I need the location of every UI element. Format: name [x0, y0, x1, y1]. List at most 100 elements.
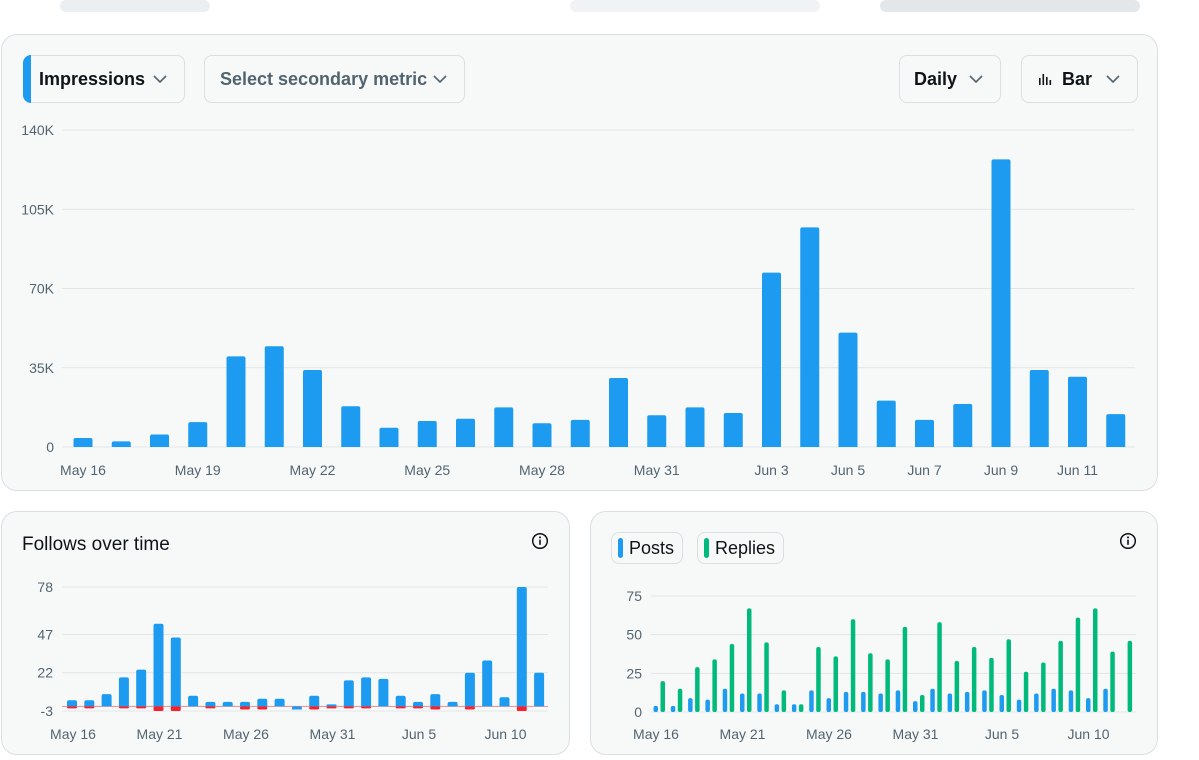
x-tick-label: May 16 [633, 726, 679, 742]
posts-bar [705, 699, 710, 712]
legend-posts[interactable]: Posts [611, 532, 684, 564]
x-tick-label: Jun 5 [831, 462, 865, 478]
y-tick-label: 35K [29, 360, 55, 376]
impressions-bar [417, 420, 437, 447]
replies-bar [989, 657, 994, 712]
x-tick-label: May 28 [519, 462, 565, 478]
info-icon[interactable] [531, 532, 549, 550]
blurred-header-center [570, 0, 820, 12]
x-tick-label: May 16 [60, 462, 106, 478]
replies-bar [1058, 640, 1063, 712]
follows-bar [516, 587, 527, 707]
x-tick-label: Jun 10 [484, 726, 526, 742]
impressions-bar [991, 159, 1011, 447]
posts-bar [774, 704, 780, 712]
posts-replies-card: Posts Replies 0 25 50 75 May 16 May 21 May 26 M… [590, 511, 1158, 755]
unfollows-bar [309, 706, 320, 710]
follows-chart: -3 22 47 78 May 16 May 21 May 26 May 31 Jun 5 Jun… [37, 579, 548, 742]
impressions-bar [1106, 414, 1126, 447]
replies-bar [971, 647, 977, 712]
posts-bar [653, 705, 658, 712]
x-tick-label: Jun 3 [754, 462, 788, 478]
follows-bar [395, 695, 406, 707]
replies-bar [1041, 662, 1046, 712]
posts-bar [1068, 690, 1074, 712]
unfollows-bar [343, 706, 354, 709]
interval-dropdown[interactable]: Daily [899, 55, 1001, 103]
x-tick-label: May 26 [223, 726, 269, 742]
impressions-bar [1068, 376, 1087, 447]
follows-bar [222, 701, 233, 707]
replies-bar [885, 659, 890, 712]
primary-metric-dropdown[interactable]: Impressions [23, 55, 185, 103]
impressions-card: Impressions Select secondary metric Dail… [1, 34, 1158, 491]
impressions-bar [647, 415, 667, 447]
secondary-metric-dropdown[interactable]: Select secondary metric [204, 55, 465, 103]
impressions-bar [609, 377, 628, 447]
replies-bar [1006, 639, 1011, 712]
posts-bar [757, 693, 762, 712]
follows-card-title: Follows over time [22, 534, 170, 555]
replies-bar [937, 622, 942, 712]
y-tick-label: 140K [21, 122, 54, 138]
replies-bar [954, 660, 960, 712]
impressions-bar [570, 419, 590, 447]
unfollows-bar [516, 706, 527, 711]
follows-bar [153, 623, 164, 707]
posts-bar [1103, 688, 1108, 712]
follows-bar [84, 700, 95, 707]
unfollows-bar [205, 706, 216, 709]
legend-posts-label: Posts [629, 537, 675, 558]
follows-bar [430, 694, 441, 707]
legend-replies[interactable]: Replies [697, 532, 785, 564]
x-tick-label: May 31 [893, 726, 939, 742]
impressions-bar [494, 407, 514, 447]
follows-bar [205, 701, 216, 707]
chevron-down-icon [968, 71, 984, 87]
primary-metric-label: Impressions [39, 68, 146, 89]
x-tick-label: Jun 7 [907, 462, 941, 478]
posts-bar [843, 691, 849, 712]
info-icon[interactable] [1119, 532, 1137, 550]
unfollows-bar [240, 706, 250, 710]
x-tick-label: Jun 9 [984, 462, 1018, 478]
follows-bar [101, 694, 112, 707]
posts-bar [1051, 688, 1056, 712]
chart-type-dropdown[interactable]: Bar [1021, 55, 1138, 103]
x-tick-label: Jun 5 [985, 726, 1019, 742]
impressions-bar [876, 400, 896, 447]
x-tick-label: Jun 5 [402, 726, 436, 742]
y-tick-label: 105K [21, 201, 54, 217]
x-tick-label: May 19 [175, 462, 221, 478]
x-tick-label: Jun 10 [1067, 726, 1109, 742]
posts-bar [895, 690, 901, 712]
y-tick-label: -3 [41, 703, 54, 719]
x-tick-label: May 16 [50, 726, 96, 742]
follows-card: Follows over time -3 22 47 78 May 16 May 21 Ma… [1, 511, 570, 755]
follows-bar [413, 701, 423, 707]
unfollows-bar [326, 706, 337, 709]
posts-bar [999, 694, 1004, 712]
posts-bar [1086, 698, 1091, 712]
replies-bar [729, 643, 735, 712]
blurred-header-left [60, 0, 210, 12]
impressions-bar [303, 370, 322, 447]
replies-bar [1023, 671, 1029, 712]
follows-bar [499, 697, 510, 707]
posts-bar [791, 704, 797, 712]
follows-bar [534, 672, 545, 707]
follows-bar [136, 669, 147, 707]
posts-bar [722, 688, 728, 712]
unfollows-bar [464, 706, 475, 710]
legend-replies-label: Replies [715, 537, 776, 558]
impressions-bar [800, 227, 820, 447]
follows-bar [361, 677, 372, 707]
x-tick-label: May 26 [806, 726, 852, 742]
follows-bar [118, 677, 129, 707]
replies-bar [816, 647, 821, 712]
unfollows-bar [118, 706, 129, 709]
y-tick-label: 78 [37, 579, 53, 595]
impressions-bar [1029, 370, 1049, 447]
follows-bar [343, 680, 354, 707]
impressions-bar [264, 346, 284, 447]
